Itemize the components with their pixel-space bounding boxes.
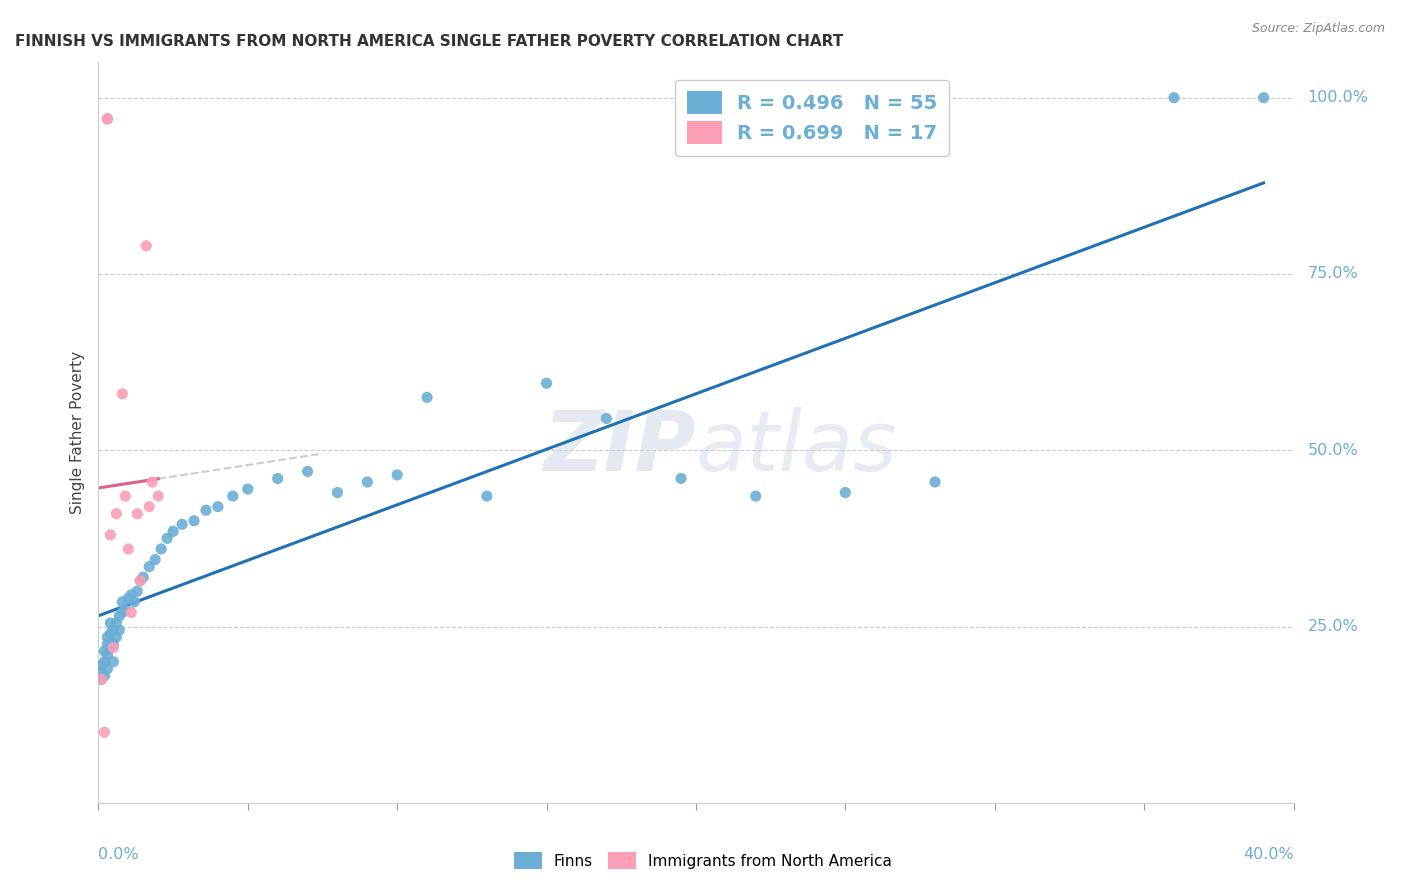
Point xyxy=(90,673,112,687)
Point xyxy=(669,471,692,485)
Point xyxy=(108,609,131,624)
Point xyxy=(111,606,134,620)
Text: 40.0%: 40.0% xyxy=(1243,847,1294,863)
Point xyxy=(96,648,118,662)
Point xyxy=(162,524,184,539)
Text: 25.0%: 25.0% xyxy=(1308,619,1358,634)
Point xyxy=(103,655,125,669)
Point xyxy=(114,602,136,616)
Point xyxy=(103,623,125,637)
Point xyxy=(105,507,128,521)
Point xyxy=(135,239,157,253)
Point xyxy=(111,387,134,401)
Point xyxy=(475,489,498,503)
Point xyxy=(117,591,139,606)
Point xyxy=(356,475,378,489)
Point xyxy=(98,626,122,640)
Point xyxy=(93,655,115,669)
Point xyxy=(93,644,115,658)
Point xyxy=(416,390,439,404)
Point xyxy=(150,541,173,556)
Point xyxy=(222,489,245,503)
Point xyxy=(98,640,122,655)
Legend: Finns, Immigrants from North America: Finns, Immigrants from North America xyxy=(508,846,898,875)
Point xyxy=(924,475,946,489)
Point xyxy=(127,507,149,521)
Point xyxy=(90,665,112,680)
Point xyxy=(156,532,179,546)
Point xyxy=(111,595,134,609)
Point xyxy=(297,464,319,478)
Point xyxy=(326,485,349,500)
Point xyxy=(124,595,146,609)
Point xyxy=(93,669,115,683)
Point xyxy=(236,482,259,496)
Point xyxy=(129,574,152,588)
Point xyxy=(90,658,112,673)
Text: atlas: atlas xyxy=(696,407,897,488)
Text: ZIP: ZIP xyxy=(543,407,696,488)
Point xyxy=(1163,91,1185,105)
Point xyxy=(96,112,118,126)
Text: 50.0%: 50.0% xyxy=(1308,442,1358,458)
Point xyxy=(120,606,142,620)
Point xyxy=(96,112,118,126)
Point xyxy=(129,574,152,588)
Point xyxy=(93,725,115,739)
Point xyxy=(141,475,163,489)
Point xyxy=(127,584,149,599)
Point xyxy=(90,673,112,687)
Point xyxy=(96,630,118,644)
Point xyxy=(536,376,558,391)
Point xyxy=(114,489,136,503)
Point xyxy=(1253,91,1275,105)
Text: 100.0%: 100.0% xyxy=(1308,90,1368,105)
Point xyxy=(98,528,122,542)
Point xyxy=(103,640,125,655)
Point xyxy=(195,503,218,517)
Point xyxy=(96,662,118,676)
Y-axis label: Single Father Poverty: Single Father Poverty xyxy=(70,351,86,514)
Text: 0.0%: 0.0% xyxy=(98,847,139,863)
Point xyxy=(138,559,160,574)
Point xyxy=(105,615,128,630)
Point xyxy=(120,588,142,602)
Point xyxy=(183,514,205,528)
Text: FINNISH VS IMMIGRANTS FROM NORTH AMERICA SINGLE FATHER POVERTY CORRELATION CHART: FINNISH VS IMMIGRANTS FROM NORTH AMERICA… xyxy=(15,34,844,49)
Point xyxy=(105,630,128,644)
Point xyxy=(103,637,125,651)
Point xyxy=(385,467,409,482)
Text: Source: ZipAtlas.com: Source: ZipAtlas.com xyxy=(1251,22,1385,36)
Point xyxy=(117,541,139,556)
Point xyxy=(267,471,290,485)
Point xyxy=(143,552,166,566)
Point xyxy=(172,517,194,532)
Point xyxy=(745,489,768,503)
Legend: R = 0.496   N = 55, R = 0.699   N = 17: R = 0.496 N = 55, R = 0.699 N = 17 xyxy=(675,79,949,155)
Point xyxy=(595,411,617,425)
Point xyxy=(148,489,170,503)
Point xyxy=(207,500,229,514)
Point xyxy=(98,615,122,630)
Point xyxy=(108,623,131,637)
Point xyxy=(132,570,155,584)
Point xyxy=(96,637,118,651)
Point xyxy=(834,485,856,500)
Text: 75.0%: 75.0% xyxy=(1308,267,1358,282)
Point xyxy=(138,500,160,514)
